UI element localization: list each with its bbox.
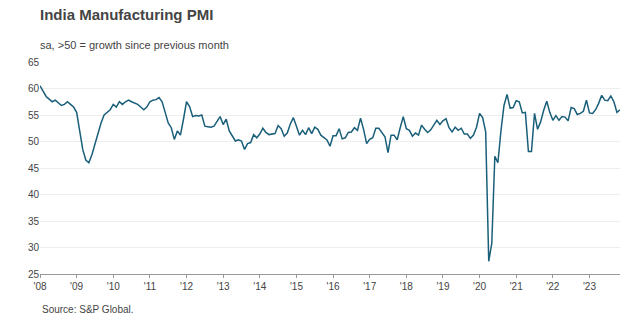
- svg-text:'18: '18: [400, 281, 413, 292]
- svg-text:'12: '12: [180, 281, 193, 292]
- svg-text:'13: '13: [217, 281, 230, 292]
- svg-text:'16: '16: [327, 281, 340, 292]
- svg-text:45: 45: [28, 163, 40, 174]
- svg-text:'09: '09: [70, 281, 83, 292]
- svg-text:'15: '15: [290, 281, 303, 292]
- svg-text:'23: '23: [583, 281, 596, 292]
- svg-text:60: 60: [28, 83, 40, 94]
- svg-text:'21: '21: [510, 281, 523, 292]
- svg-text:50: 50: [28, 136, 40, 147]
- svg-text:'22: '22: [546, 281, 559, 292]
- svg-text:'08: '08: [33, 281, 46, 292]
- svg-text:India Manufacturing PMI: India Manufacturing PMI: [40, 6, 213, 23]
- svg-text:sa, >50 = growth since previou: sa, >50 = growth since previous month: [40, 39, 229, 51]
- svg-text:25: 25: [28, 269, 40, 280]
- svg-text:35: 35: [28, 216, 40, 227]
- svg-text:Source: S&P Global.: Source: S&P Global.: [42, 304, 134, 315]
- svg-text:'11: '11: [144, 281, 157, 292]
- svg-text:'10: '10: [107, 281, 120, 292]
- svg-text:'14: '14: [253, 281, 266, 292]
- svg-text:'19: '19: [436, 281, 449, 292]
- svg-text:'17: '17: [363, 281, 376, 292]
- svg-text:40: 40: [28, 189, 40, 200]
- svg-text:55: 55: [28, 110, 40, 121]
- svg-text:'20: '20: [473, 281, 486, 292]
- svg-text:65: 65: [28, 57, 40, 68]
- svg-text:30: 30: [28, 242, 40, 253]
